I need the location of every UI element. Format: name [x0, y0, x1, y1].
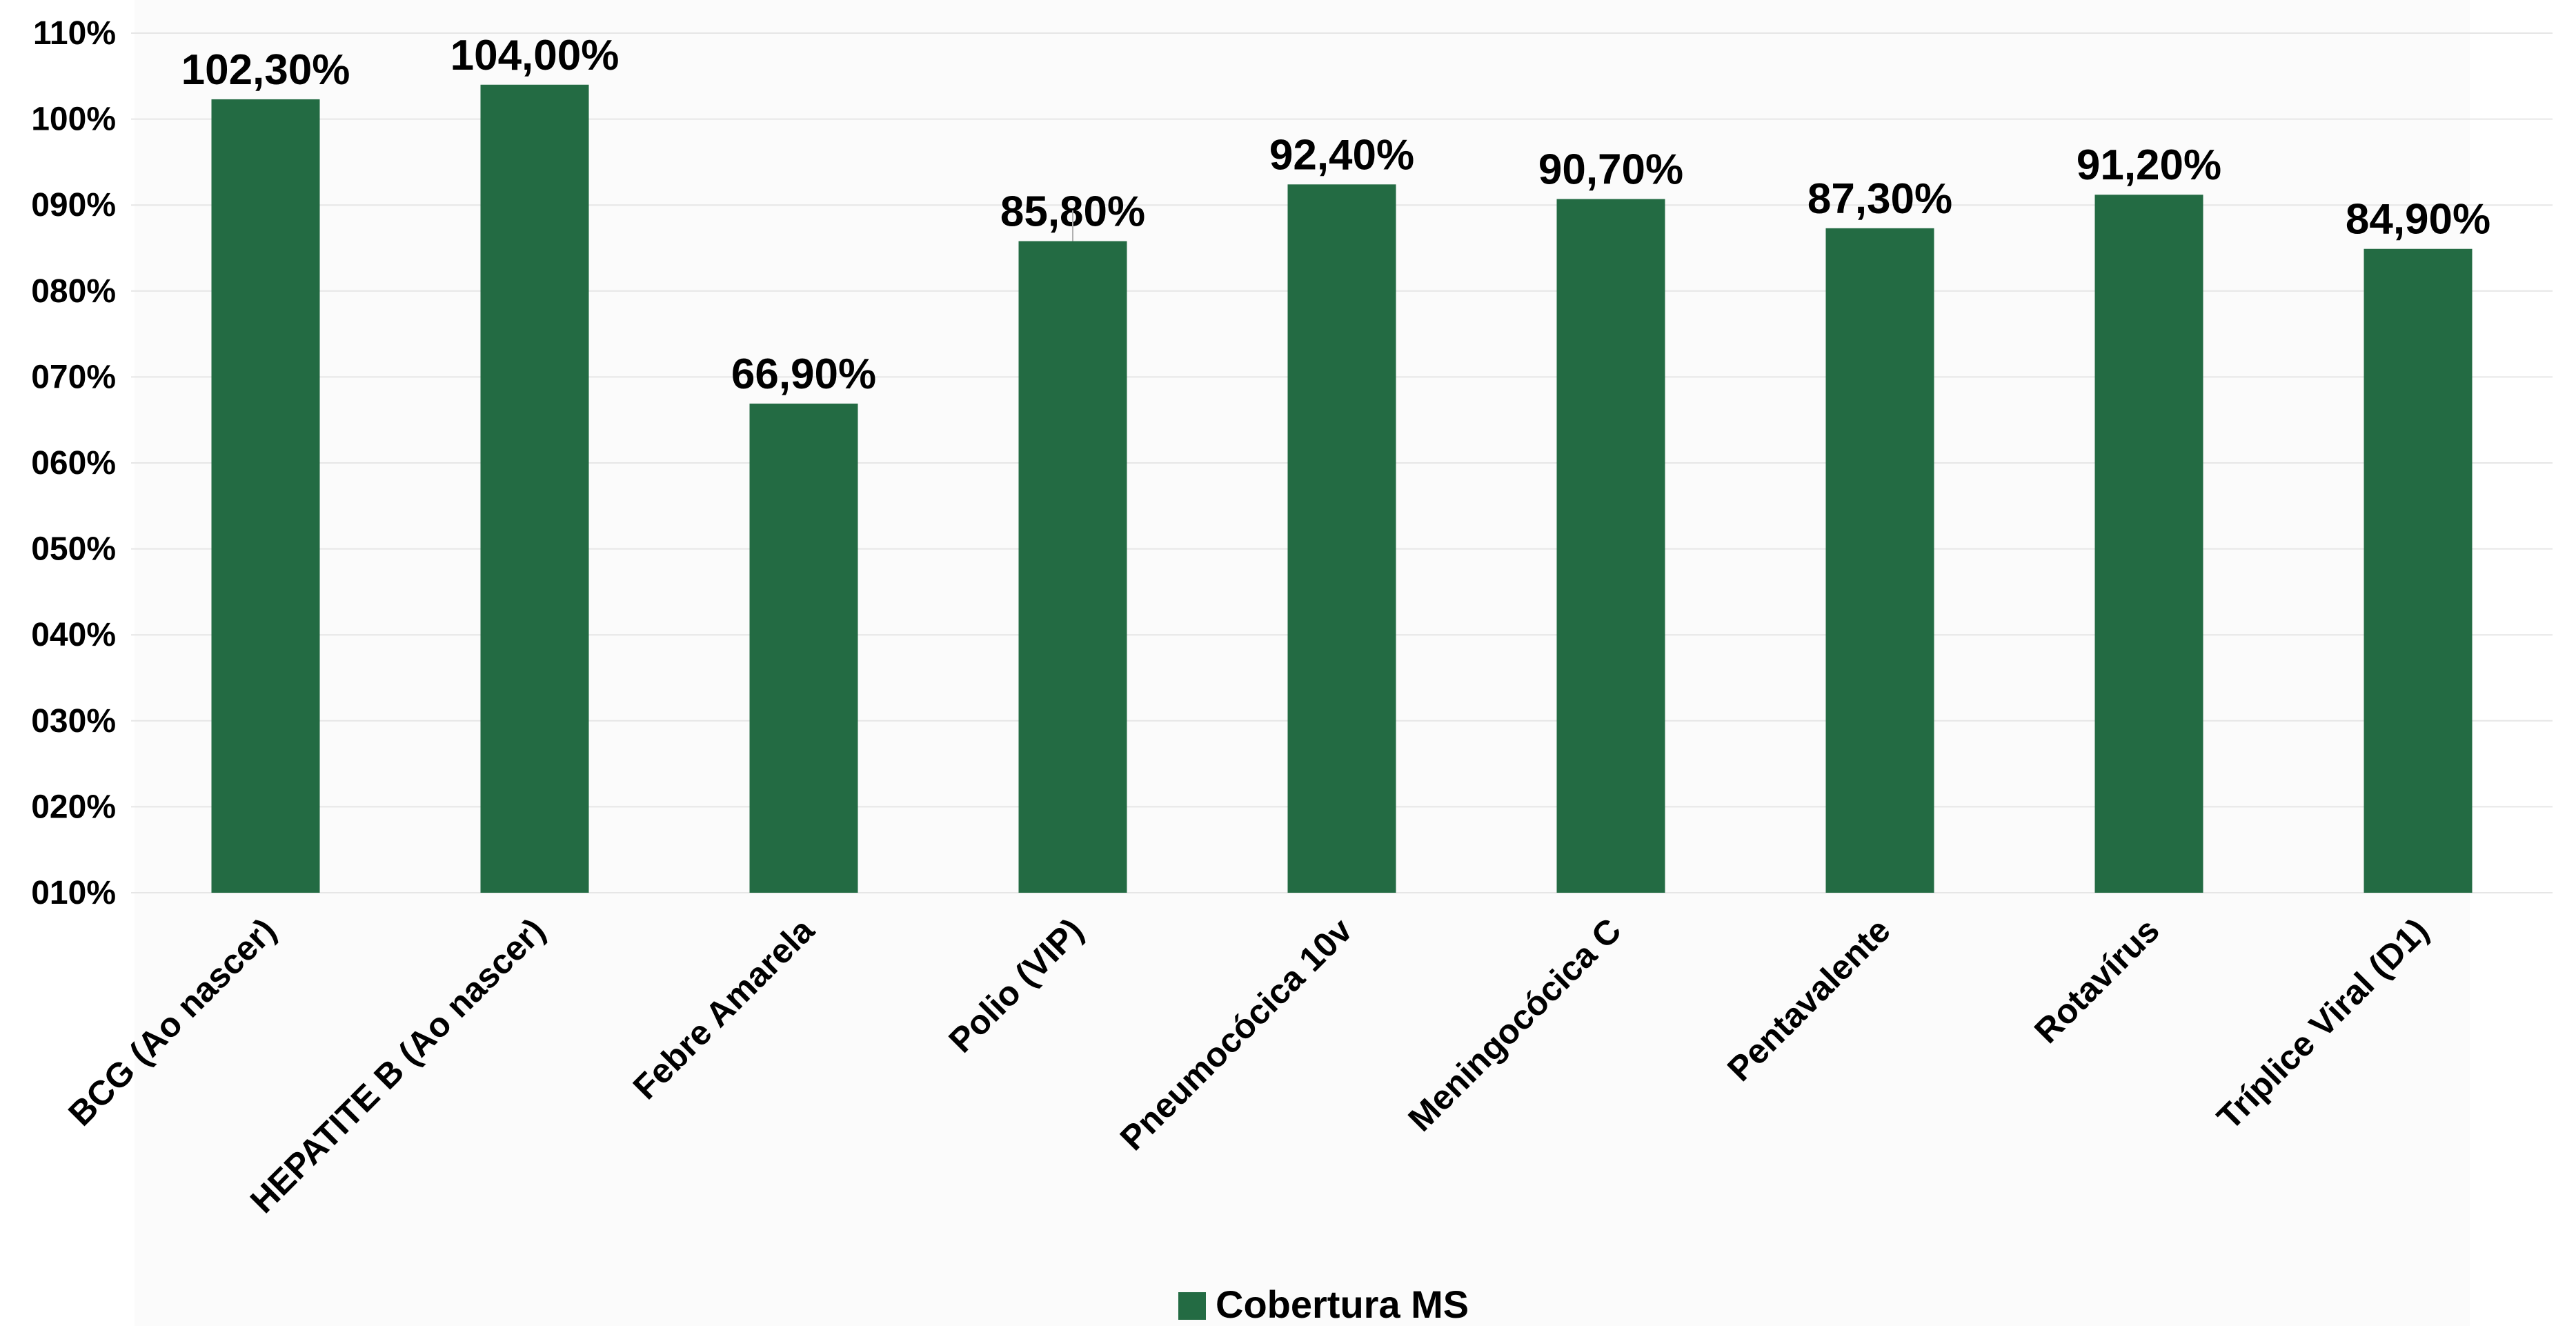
y-tick-label: 060%	[31, 445, 116, 482]
data-label: 87,30%	[1807, 175, 1952, 223]
data-label: 91,20%	[2077, 141, 2221, 189]
bar	[211, 99, 320, 893]
y-tick-label: 010%	[31, 875, 116, 911]
bar	[2364, 248, 2473, 893]
y-tick-label: 020%	[31, 789, 116, 825]
y-tick-label: 080%	[31, 273, 116, 310]
bar	[480, 84, 589, 893]
y-tick-label: 090%	[31, 187, 116, 224]
bars	[211, 84, 2473, 893]
bar	[2094, 195, 2203, 893]
data-label: 84,90%	[2346, 196, 2490, 244]
data-label: 104,00%	[450, 32, 620, 79]
data-label: 90,70%	[1538, 146, 1683, 193]
bar	[749, 404, 858, 893]
legend: Cobertura MS	[1178, 1283, 1469, 1326]
y-tick-label: 050%	[31, 531, 116, 568]
y-tick-label: 030%	[31, 703, 116, 740]
y-axis-ticks: 010% 020% 030% 040% 050% 060% 070% 080% 090% 100%…	[31, 15, 116, 911]
y-tick-label: 110%	[33, 15, 116, 52]
data-label: 102,30%	[181, 46, 350, 94]
legend-label: Cobertura MS	[1216, 1283, 1469, 1326]
y-tick-label: 100%	[31, 101, 116, 138]
data-labels: 102,30% 104,00%66,90%85,80%92,40% 90,70%87…	[181, 32, 2491, 398]
legend-swatch	[1178, 1292, 1206, 1320]
bar	[1287, 184, 1396, 893]
y-tick-label: 070%	[31, 359, 116, 395]
data-label: 92,40%	[1269, 131, 1414, 179]
data-label: 66,90%	[731, 350, 876, 398]
bar	[1556, 199, 1665, 893]
y-tick-label: 040%	[31, 617, 116, 653]
bar	[1018, 241, 1127, 893]
bar	[1825, 228, 1934, 893]
